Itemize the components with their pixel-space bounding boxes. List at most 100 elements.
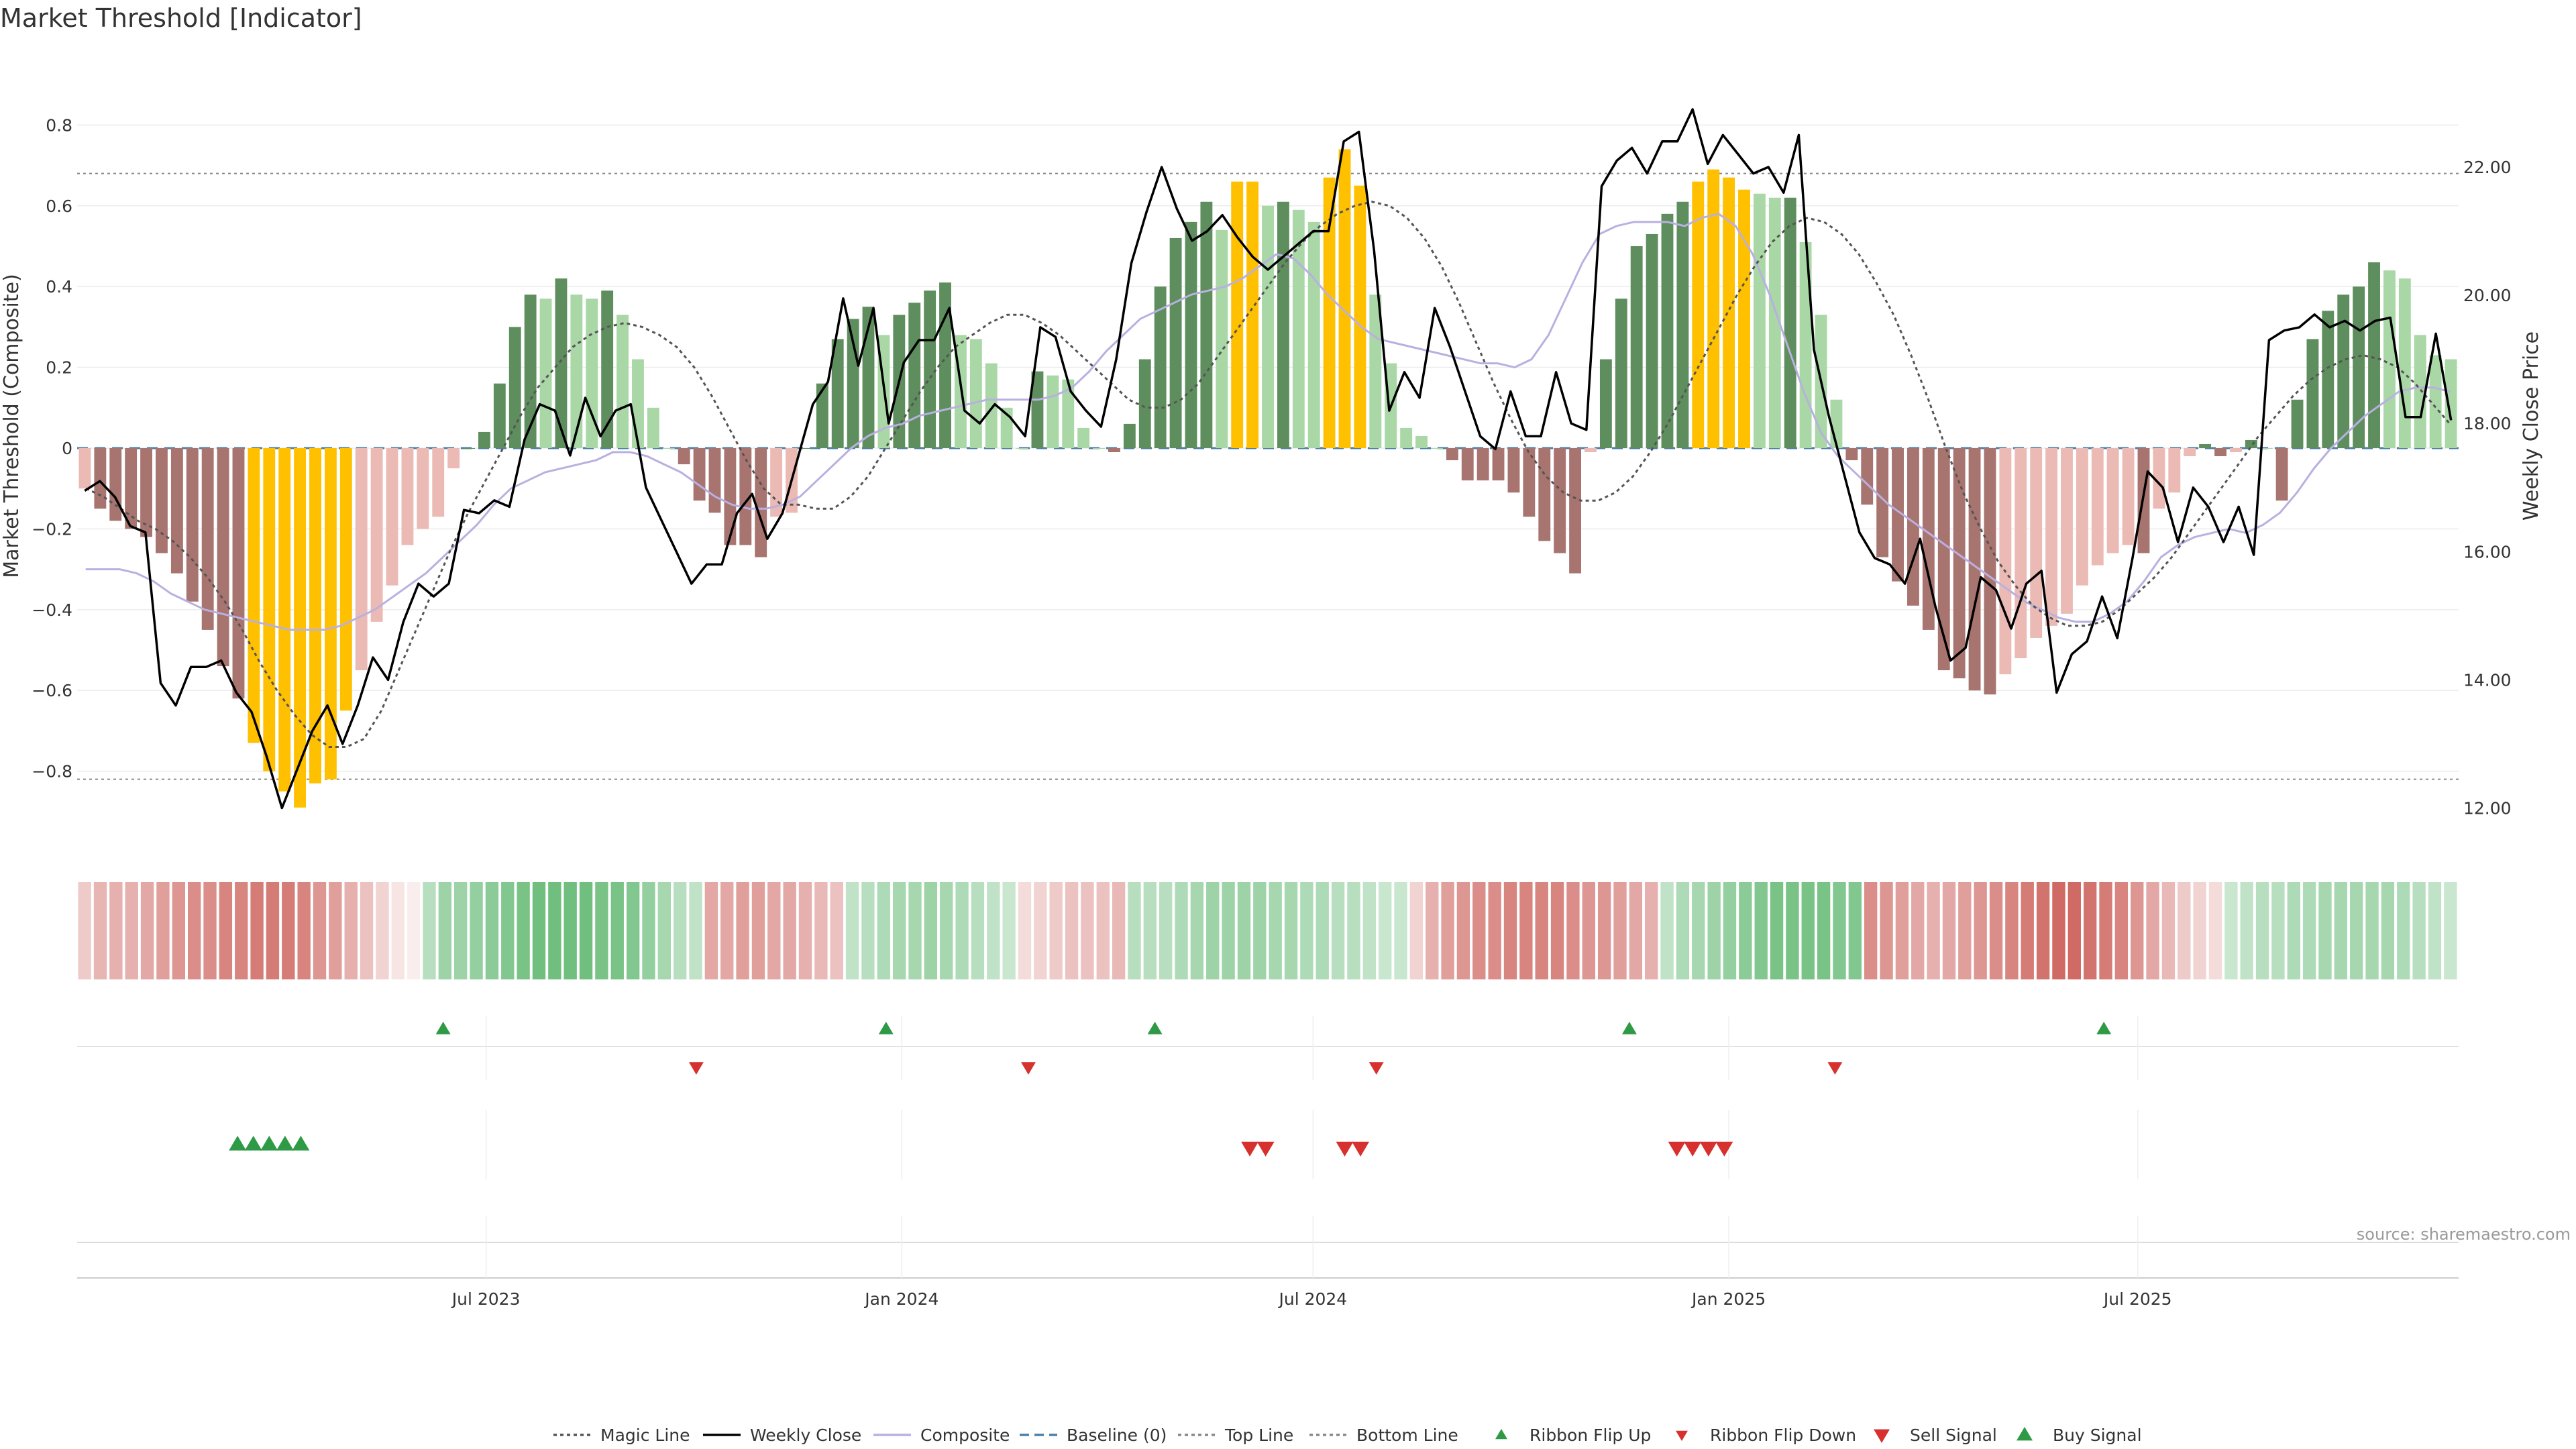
composite-bar	[493, 383, 506, 448]
composite-bar	[1585, 448, 1597, 453]
composite-bar	[1369, 294, 1382, 448]
legend-label: Buy Signal	[2053, 1426, 2142, 1445]
left-tick-label: −0.4	[32, 600, 72, 620]
ribbon-segment	[329, 882, 342, 979]
magic-line	[85, 201, 2451, 748]
right-tick-label: 14.00	[2463, 670, 2512, 690]
left-tick-label: 0	[62, 439, 72, 458]
ribbon-segment	[1378, 882, 1392, 979]
composite-bar	[1907, 448, 1919, 606]
ribbon-segment	[109, 882, 123, 979]
composite-bar	[1892, 448, 1904, 582]
sell-signal-marker	[1715, 1141, 1733, 1157]
ribbon-segment	[1347, 882, 1360, 979]
legend: Magic Line Weekly Close Composite Baseline …	[553, 1426, 2142, 1445]
composite-bar	[1999, 448, 2012, 675]
ribbon-flip-down-marker	[688, 1062, 704, 1075]
composite-bar	[156, 448, 168, 553]
composite-bar	[1138, 359, 1151, 448]
composite-bar	[78, 448, 91, 489]
ribbon-segment	[892, 882, 906, 979]
composite-bar	[770, 448, 783, 517]
composite-bar	[601, 290, 614, 448]
legend-swatch	[1676, 1430, 1688, 1441]
sell-signal-marker	[1699, 1141, 1717, 1157]
right-tick-label: 16.00	[2463, 542, 2512, 561]
ribbon-segment	[2428, 882, 2442, 979]
composite-bar	[1845, 448, 1858, 461]
composite-bar	[1400, 427, 1413, 448]
ribbon-segment	[1065, 882, 1079, 979]
composite-bar	[1185, 221, 1197, 448]
composite-bar	[217, 448, 229, 667]
buy-signal-marker	[229, 1136, 247, 1151]
weekly-close-line	[84, 108, 2453, 810]
ribbon-segment	[1566, 882, 1580, 979]
ribbon-segment	[2052, 882, 2065, 979]
ribbon-segment	[1786, 882, 1799, 979]
ribbon-segment	[1707, 882, 1721, 979]
composite-bar	[1492, 448, 1505, 481]
ribbon-segment	[485, 882, 499, 979]
ribbon-segment	[93, 882, 107, 979]
right-tick-label: 20.00	[2463, 286, 2512, 305]
composite-bar	[1108, 448, 1120, 453]
composite-bar	[2122, 448, 2135, 545]
composite-bar	[524, 294, 537, 448]
ribbon-segment	[235, 882, 248, 979]
composite-bar	[447, 448, 460, 469]
composite-bar	[2076, 448, 2088, 586]
composite-bar	[1569, 448, 1581, 574]
ribbon-segment	[2146, 882, 2159, 979]
sell-signal-marker	[1256, 1141, 1275, 1157]
ribbon-segment	[1974, 882, 1987, 979]
right-tick-label: 18.00	[2463, 414, 2512, 433]
ribbon-segment	[767, 882, 781, 979]
composite-bar	[1676, 201, 1689, 448]
composite-bar	[1968, 448, 1981, 691]
composite-line	[85, 213, 2451, 631]
composite-bar	[1307, 221, 1320, 448]
ribbon-segment	[1927, 882, 1940, 979]
composite-bar	[1738, 189, 1750, 448]
ribbon-segment	[736, 882, 749, 979]
composite-bar	[908, 303, 921, 448]
ribbon-segment	[1456, 882, 1470, 979]
composite-bar	[401, 448, 414, 545]
ribbon-segment	[2302, 882, 2316, 979]
legend-label: Bottom Line	[1356, 1426, 1458, 1445]
composite-bars	[78, 149, 2457, 808]
legend-label: Baseline (0)	[1067, 1426, 1167, 1445]
ribbon-segment	[657, 882, 671, 979]
left-tick-label: 0.6	[46, 197, 72, 216]
composite-bar	[2168, 448, 2181, 493]
ribbon-segment	[2255, 882, 2269, 979]
ribbon-segment	[626, 882, 640, 979]
composite-bar	[2337, 294, 2350, 448]
ribbon-segment	[470, 882, 483, 979]
ribbon-segment	[2161, 882, 2176, 979]
composite-bar	[555, 278, 568, 448]
ribbon-segment	[2068, 882, 2081, 979]
composite-bar	[2383, 270, 2396, 448]
ribbon-segment	[1143, 882, 1157, 979]
buy-signal-marker	[260, 1136, 278, 1151]
ribbon-segment	[877, 882, 890, 979]
composite-bar	[1768, 197, 1781, 448]
ribbon-segment	[1096, 882, 1110, 979]
ribbon-segment	[2365, 882, 2379, 979]
composite-bar	[662, 448, 675, 449]
ribbon-segment	[2412, 882, 2426, 979]
ribbon-segment	[156, 882, 170, 979]
composite-bar	[1784, 197, 1796, 448]
ribbon-segment	[250, 882, 264, 979]
composite-bar	[1753, 193, 1766, 448]
composite-bar	[739, 448, 752, 545]
ribbon-segment	[438, 882, 452, 979]
buy-signal-marker	[244, 1136, 262, 1151]
ribbon-segment	[1049, 882, 1063, 979]
ribbon-segment	[1190, 882, 1204, 979]
composite-bar	[2260, 448, 2273, 449]
ribbon-segment	[1441, 882, 1454, 979]
legend-label: Ribbon Flip Down	[1710, 1426, 1856, 1445]
